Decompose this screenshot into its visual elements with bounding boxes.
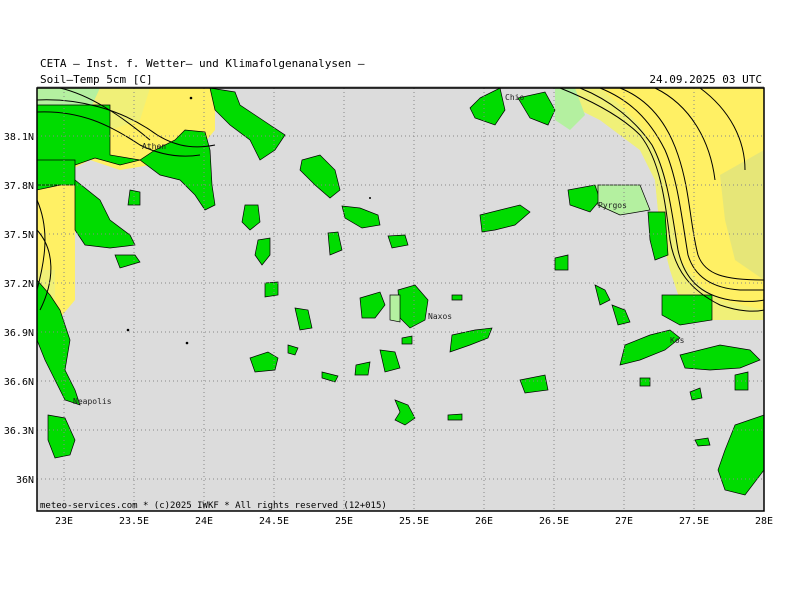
land-tinos bbox=[341, 205, 381, 229]
land-euboea-south bbox=[209, 87, 286, 161]
field-turkey-pale bbox=[560, 88, 764, 320]
land-samos bbox=[567, 184, 601, 213]
lat-tick-labels: 38.1N 37.8N 37.5N 37.2N 36.9N 36.6N 36.3… bbox=[4, 132, 34, 486]
field-chios-light bbox=[555, 88, 585, 130]
land-kythnos bbox=[254, 237, 271, 266]
land-kusadasi bbox=[647, 211, 669, 261]
lat-label: 36.3N bbox=[4, 426, 34, 437]
field-turkey-khaki bbox=[720, 150, 764, 280]
map-frame bbox=[36, 87, 765, 512]
place-markers bbox=[126, 96, 371, 345]
land-donousa bbox=[451, 294, 463, 301]
land-mykonos bbox=[387, 234, 409, 249]
lon-label: 27E bbox=[615, 516, 633, 527]
land-kimolos bbox=[287, 344, 299, 356]
land-masses bbox=[36, 87, 765, 496]
lon-label: 26.5E bbox=[539, 516, 569, 527]
lat-label: 36.9N bbox=[4, 328, 34, 339]
land-kythira bbox=[47, 414, 76, 459]
lon-label: 24E bbox=[195, 516, 213, 527]
lat-label: 36.6N bbox=[4, 377, 34, 388]
land-ios bbox=[379, 349, 401, 373]
land-kea bbox=[241, 204, 261, 231]
land-chios bbox=[517, 91, 556, 126]
lat-label: 37.2N bbox=[4, 279, 34, 290]
land-schinoussa bbox=[401, 335, 413, 345]
land-andros bbox=[299, 154, 341, 199]
lon-label: 25E bbox=[335, 516, 353, 527]
lon-label: 27.5E bbox=[679, 516, 709, 527]
land-laconia bbox=[36, 279, 81, 406]
lat-label: 37.8N bbox=[4, 181, 34, 192]
place-label-kos: Kos bbox=[670, 336, 685, 345]
lon-label: 25.5E bbox=[399, 516, 429, 527]
land-nisyros bbox=[639, 377, 651, 387]
place-label-chio: Chio bbox=[505, 93, 524, 102]
valid-time: 24.09.2025 03 UTC bbox=[649, 73, 762, 86]
lon-label: 23E bbox=[55, 516, 73, 527]
land-paros bbox=[359, 291, 386, 319]
land-tilos bbox=[689, 387, 703, 401]
lat-label: 36N bbox=[16, 475, 34, 486]
lat-label: 37.5N bbox=[4, 230, 34, 241]
land-ikaria bbox=[479, 204, 531, 233]
land-leros bbox=[594, 284, 611, 306]
source-title: CETA — Inst. f. Wetter— und Klimafolgena… bbox=[40, 57, 365, 70]
land-santorini bbox=[394, 399, 416, 426]
land-serifos bbox=[264, 281, 279, 298]
land-hydra bbox=[114, 254, 141, 269]
land-datca bbox=[679, 344, 761, 371]
graticule bbox=[37, 88, 764, 511]
land-kos bbox=[619, 329, 681, 366]
lon-tick-labels: 23E 23.5E 24E 24.5E 25E 25.5E 26E 26.5E … bbox=[55, 516, 773, 527]
land-chalki bbox=[694, 437, 711, 447]
lat-label: 38.1N bbox=[4, 132, 34, 143]
land-antiparos-light bbox=[389, 294, 401, 323]
land-astypalaia bbox=[519, 374, 549, 394]
lon-label: 24.5E bbox=[259, 516, 289, 527]
lon-label: 28E bbox=[755, 516, 773, 527]
land-aegina bbox=[127, 189, 141, 206]
land-kalymnos bbox=[611, 304, 631, 326]
land-attica bbox=[36, 104, 216, 211]
land-argolis bbox=[74, 179, 136, 249]
land-anafi bbox=[447, 413, 463, 421]
land-corinth bbox=[36, 159, 76, 186]
place-label-neapolis: Neapolis bbox=[73, 397, 112, 406]
lon-label: 26E bbox=[475, 516, 493, 527]
place-label-athen: Athen bbox=[142, 142, 166, 151]
land-syros bbox=[327, 231, 343, 256]
land-fourni bbox=[554, 254, 569, 271]
parameter-label: Soil—Temp 5cm [C] bbox=[40, 73, 153, 86]
land-folegandros bbox=[321, 371, 339, 383]
land-sifnos bbox=[294, 307, 313, 331]
lon-label: 23.5E bbox=[119, 516, 149, 527]
land-milos bbox=[249, 351, 279, 373]
place-label-pyrgos: Pyrgos bbox=[598, 201, 627, 210]
place-label-naxos: Naxos bbox=[428, 312, 452, 321]
footer-credit: meteo-services.com * (c)2025 IWKF * All … bbox=[40, 501, 387, 511]
land-sikinos bbox=[354, 361, 371, 376]
land-amorgos bbox=[449, 327, 493, 353]
